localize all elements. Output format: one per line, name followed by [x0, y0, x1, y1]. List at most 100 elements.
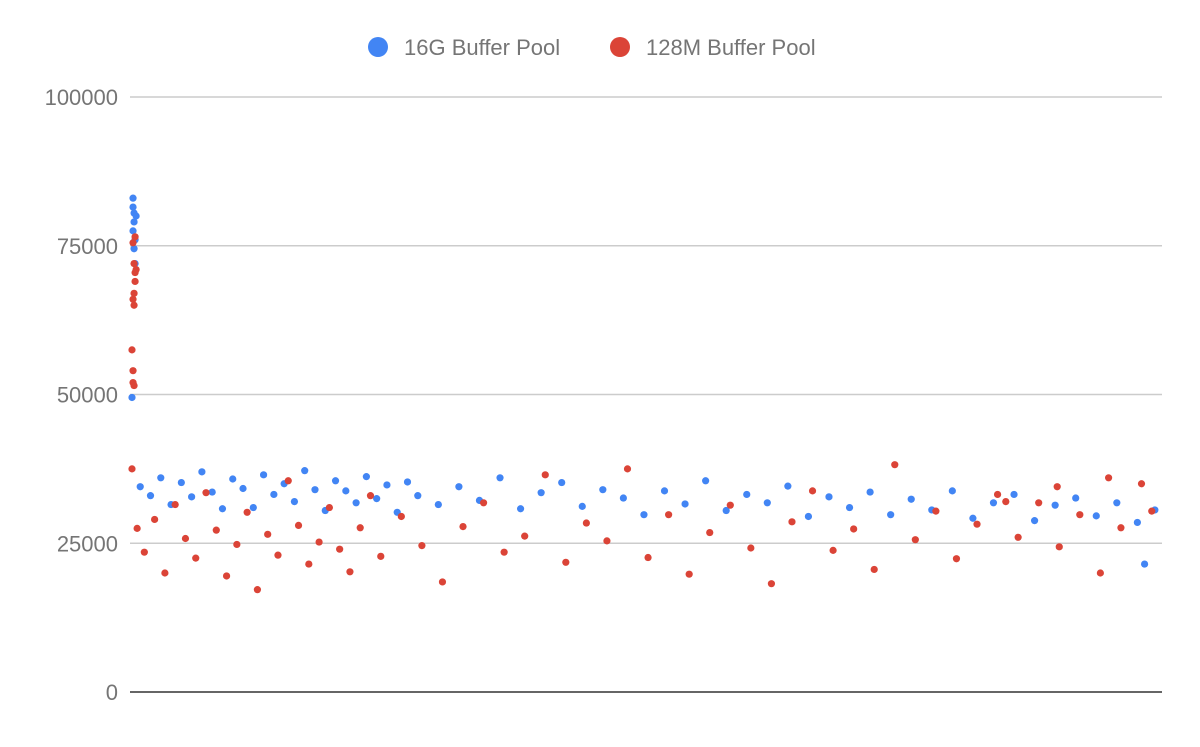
point-128m	[129, 239, 137, 247]
point-128m	[264, 530, 272, 538]
point-128m	[377, 552, 385, 560]
point-16g	[1051, 501, 1059, 509]
point-128m	[911, 536, 919, 544]
point-16g	[129, 194, 137, 202]
point-16g	[743, 490, 751, 499]
point-128m	[973, 520, 981, 528]
point-16g	[496, 474, 504, 482]
point-128m	[788, 518, 796, 526]
point-128m	[222, 572, 231, 580]
point-128m	[1117, 524, 1125, 532]
legend-marker-128m	[610, 37, 630, 57]
point-128m	[133, 524, 141, 532]
point-16g	[177, 478, 185, 487]
point-128m	[1053, 483, 1061, 491]
point-128m	[336, 545, 344, 553]
point-16g	[1072, 494, 1080, 502]
point-16g	[218, 505, 227, 513]
point-16g	[784, 482, 792, 490]
point-16g	[239, 484, 247, 493]
point-16g	[259, 471, 268, 479]
legend-label-128m[interactable]: 128M Buffer Pool	[646, 35, 816, 60]
point-128m	[325, 503, 333, 512]
point-128m	[521, 532, 529, 540]
point-16g	[208, 488, 216, 496]
point-16g	[702, 477, 710, 485]
point-128m	[623, 465, 632, 473]
point-16g	[270, 490, 278, 499]
point-128m	[243, 508, 251, 516]
point-16g	[130, 245, 138, 253]
point-128m	[438, 578, 447, 586]
point-128m	[870, 565, 878, 574]
point-16g	[989, 499, 998, 507]
point-128m	[726, 501, 734, 509]
point-16g	[681, 500, 689, 508]
point-16g	[948, 487, 956, 495]
point-16g	[342, 487, 350, 495]
legend-label-16g[interactable]: 16G Buffer Pool	[404, 35, 560, 60]
point-128m	[294, 521, 303, 530]
point-16g	[198, 468, 206, 476]
point-16g	[804, 512, 813, 521]
point-128m	[541, 471, 549, 479]
point-128m	[562, 558, 570, 566]
point-16g	[434, 500, 442, 509]
point-16g	[558, 478, 566, 487]
point-128m	[1076, 511, 1084, 519]
point-128m	[1014, 533, 1022, 541]
point-128m	[181, 534, 190, 543]
point-128m	[1096, 569, 1104, 577]
y-axis-ticks: 0 25000 50000 75000 100000	[45, 85, 118, 705]
point-128m	[1105, 474, 1113, 482]
point-128m	[305, 560, 313, 568]
point-128m	[993, 490, 1002, 499]
point-128m	[129, 367, 137, 375]
point-16g	[146, 492, 155, 500]
point-16g	[599, 486, 607, 494]
point-128m	[130, 381, 138, 390]
point-128m	[808, 487, 817, 495]
point-16g	[825, 493, 833, 501]
point-16g	[157, 474, 165, 482]
point-16g	[1140, 560, 1149, 568]
y-tick-label: 50000	[57, 383, 118, 408]
point-16g	[516, 505, 525, 513]
point-16g	[383, 481, 391, 489]
point-128m	[665, 511, 673, 519]
point-16g	[132, 212, 140, 220]
legend: 16G Buffer Pool 128M Buffer Pool	[368, 35, 816, 60]
point-16g	[128, 393, 136, 402]
point-128m	[212, 526, 220, 534]
point-16g	[887, 511, 895, 519]
point-128m	[582, 519, 590, 527]
point-128m	[274, 551, 282, 559]
point-128m	[747, 544, 755, 552]
point-16g	[907, 495, 915, 503]
point-16g	[537, 489, 545, 497]
point-16g	[229, 475, 237, 483]
point-128m	[767, 580, 776, 588]
point-128m	[418, 542, 426, 550]
point-128m	[128, 346, 136, 354]
point-128m	[706, 528, 714, 537]
point-128m	[356, 524, 364, 532]
point-128m	[829, 546, 837, 554]
point-16g	[845, 503, 854, 512]
point-128m	[131, 233, 139, 241]
point-16g	[301, 467, 309, 475]
point-128m	[1055, 543, 1063, 551]
point-16g	[455, 483, 463, 491]
point-16g	[578, 502, 586, 510]
point-16g	[129, 203, 137, 211]
point-16g	[722, 506, 730, 515]
y-tick-label: 100000	[45, 85, 118, 110]
point-128m	[233, 540, 241, 549]
point-128m	[850, 525, 858, 533]
point-16g	[640, 511, 648, 519]
point-128m	[130, 289, 138, 297]
point-128m	[171, 500, 179, 509]
point-16g	[130, 218, 138, 226]
